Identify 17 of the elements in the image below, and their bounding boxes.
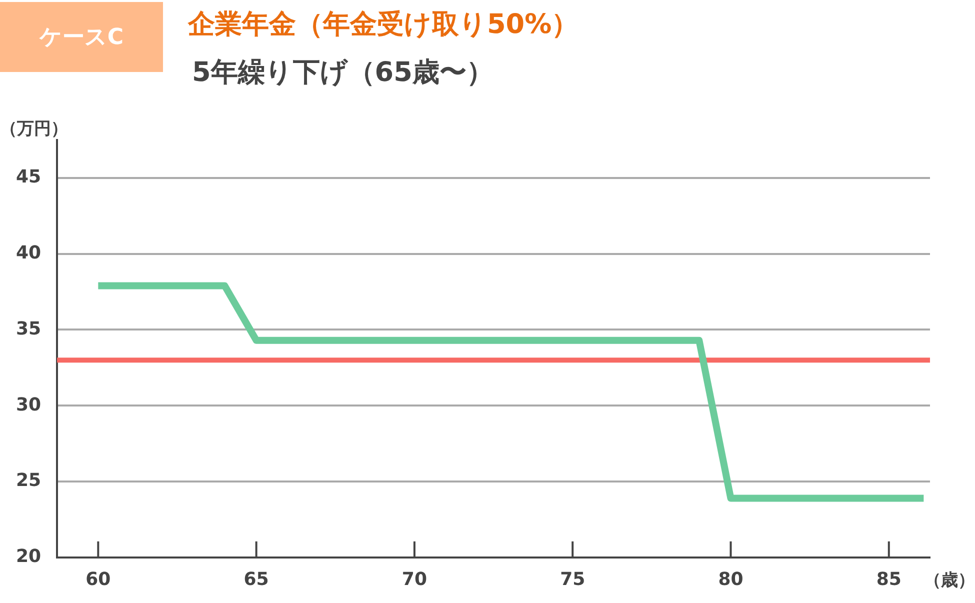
- chart-subtitle: 5年繰り下げ（65歳〜）: [192, 56, 494, 90]
- y-tick-label: 40: [16, 242, 42, 264]
- y-tick-label: 30: [16, 394, 42, 416]
- x-tick-label: 75: [560, 568, 586, 590]
- y-tick-label: 25: [16, 470, 42, 492]
- x-axis-title: （歳）: [924, 570, 975, 590]
- x-tick-label: 80: [718, 568, 744, 590]
- text: ケースC: [0, 2, 163, 72]
- y-tick-label: 45: [16, 166, 42, 188]
- x-tick-label: 85: [876, 568, 902, 590]
- x-tick-label: 60: [86, 568, 111, 590]
- x-tick-label: 65: [244, 568, 269, 590]
- y-tick-label: 35: [16, 318, 42, 340]
- y-tick-label: 20: [16, 546, 42, 568]
- y-axis-title: （万円）: [0, 118, 68, 139]
- chart-title: 企業年金（年金受け取り50%）: [188, 8, 579, 42]
- x-tick-label: 70: [402, 568, 427, 590]
